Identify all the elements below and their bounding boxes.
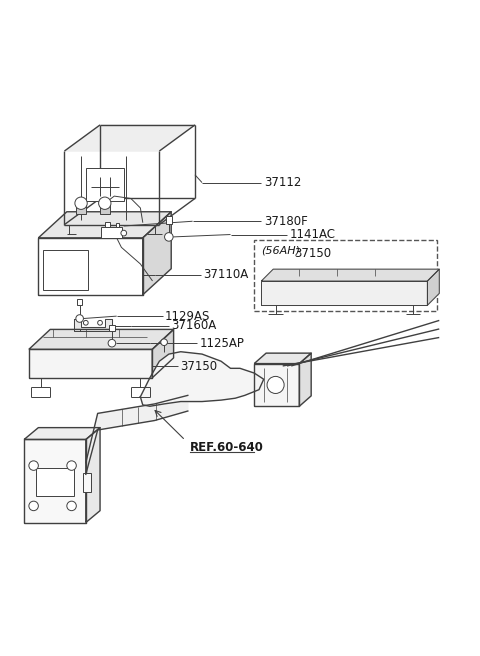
Polygon shape bbox=[38, 212, 171, 238]
Text: 1125AP: 1125AP bbox=[199, 337, 244, 350]
Circle shape bbox=[29, 461, 38, 470]
Polygon shape bbox=[86, 396, 188, 474]
Text: 37180F: 37180F bbox=[264, 215, 308, 228]
Circle shape bbox=[165, 233, 173, 241]
Polygon shape bbox=[140, 352, 264, 406]
Circle shape bbox=[67, 501, 76, 510]
Polygon shape bbox=[152, 329, 174, 378]
Polygon shape bbox=[254, 363, 300, 406]
Polygon shape bbox=[261, 269, 439, 281]
Polygon shape bbox=[29, 350, 152, 378]
Bar bbox=[84, 473, 91, 492]
Polygon shape bbox=[74, 319, 112, 331]
Bar bbox=[43, 250, 88, 290]
Circle shape bbox=[75, 197, 87, 209]
Text: 1129AS: 1129AS bbox=[165, 310, 210, 323]
Circle shape bbox=[267, 377, 284, 394]
Polygon shape bbox=[427, 269, 439, 305]
Text: 37112: 37112 bbox=[264, 176, 301, 189]
Text: 1141AC: 1141AC bbox=[290, 228, 336, 241]
Text: REF.60-640: REF.60-640 bbox=[190, 441, 264, 454]
Polygon shape bbox=[143, 212, 171, 295]
Polygon shape bbox=[300, 353, 311, 406]
Circle shape bbox=[67, 461, 76, 470]
Polygon shape bbox=[86, 428, 100, 523]
Circle shape bbox=[108, 339, 116, 347]
Bar bbox=[101, 228, 122, 238]
Bar bbox=[166, 216, 172, 224]
Bar bbox=[77, 298, 83, 305]
Circle shape bbox=[29, 501, 38, 510]
Bar bbox=[36, 468, 74, 497]
Bar bbox=[109, 325, 115, 331]
Polygon shape bbox=[29, 329, 174, 350]
Circle shape bbox=[98, 197, 111, 209]
Polygon shape bbox=[38, 238, 143, 295]
Text: 37150: 37150 bbox=[295, 247, 332, 260]
Bar bbox=[86, 168, 124, 201]
Text: (56AH): (56AH) bbox=[261, 246, 300, 256]
Text: 37150: 37150 bbox=[180, 360, 217, 373]
Polygon shape bbox=[261, 281, 427, 305]
Circle shape bbox=[121, 230, 127, 236]
Polygon shape bbox=[64, 125, 195, 151]
Polygon shape bbox=[254, 353, 311, 363]
Polygon shape bbox=[24, 428, 100, 440]
Circle shape bbox=[84, 320, 88, 325]
Bar bbox=[254, 240, 437, 312]
Bar bbox=[76, 205, 86, 214]
Text: 37110A: 37110A bbox=[203, 268, 248, 281]
Circle shape bbox=[97, 320, 102, 325]
Circle shape bbox=[76, 315, 84, 322]
Polygon shape bbox=[24, 440, 86, 523]
Bar bbox=[116, 222, 120, 228]
Bar bbox=[100, 205, 109, 214]
Bar bbox=[105, 222, 109, 228]
Text: 37160A: 37160A bbox=[171, 319, 216, 332]
Circle shape bbox=[161, 339, 168, 346]
